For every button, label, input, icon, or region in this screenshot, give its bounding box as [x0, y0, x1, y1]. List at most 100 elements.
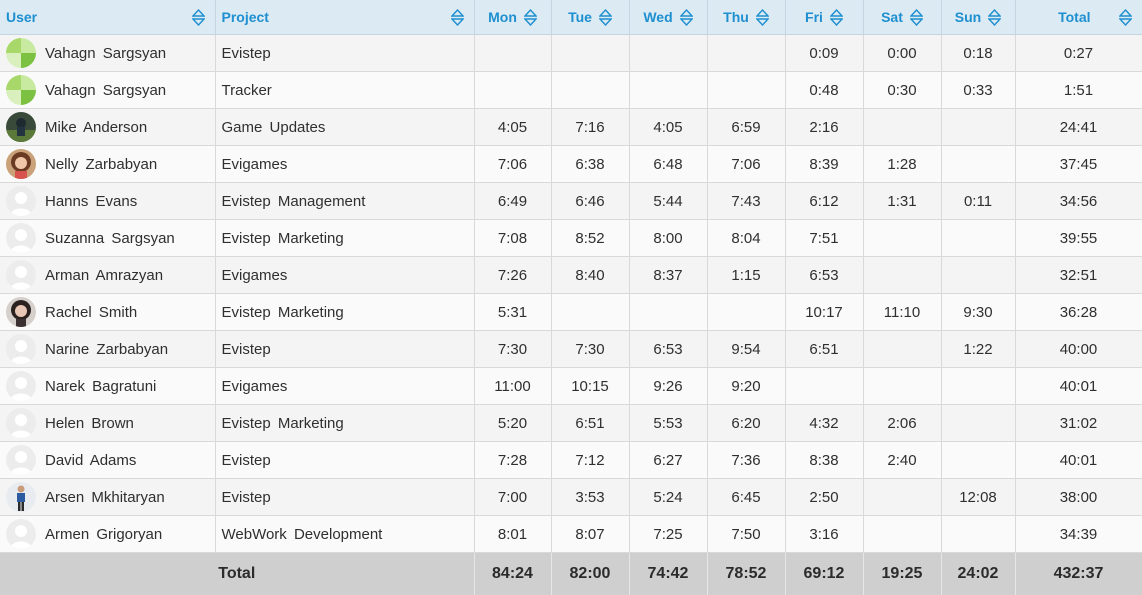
avatar — [6, 408, 36, 438]
user-name: Vahagn Sargsyan — [45, 81, 167, 99]
time-cell-mon: 6:49 — [474, 182, 552, 220]
time-cell-sat — [863, 478, 942, 516]
sort-arrows-icon[interactable] — [909, 8, 924, 26]
time-cell-thu — [707, 34, 786, 72]
project-name: Evistep — [215, 34, 475, 72]
column-header-total[interactable]: Total — [1015, 0, 1142, 35]
sort-arrows-icon[interactable] — [1117, 8, 1133, 26]
table-row[interactable]: Arsen Mkhitaryan Evistep 7:00 3:53 5:24 6:45 2… — [0, 478, 1142, 516]
column-header-project[interactable]: Project — [215, 0, 475, 35]
table-row[interactable]: Vahagn Sargsyan Evistep 0:09 0:00 0:18 0:27 — [0, 34, 1142, 72]
user-name: Armen Grigoryan — [45, 525, 163, 543]
column-header-label: Project — [221, 9, 269, 25]
column-header-sat[interactable]: Sat — [863, 0, 942, 35]
time-cell-mon: 8:01 — [474, 515, 552, 553]
time-cell-sat — [863, 367, 942, 405]
column-header-thu[interactable]: Thu — [707, 0, 786, 35]
table-row[interactable]: Helen Brown Evistep Marketing 5:20 6:51 5:53… — [0, 404, 1142, 442]
table-row[interactable]: Narine Zarbabyan Evistep 7:30 7:30 6:53 9:54 6… — [0, 330, 1142, 368]
time-cell-tue: 6:38 — [551, 145, 630, 183]
table-row[interactable]: Nelly Zarbabyan Evigames 7:06 6:38 6:48 7:06 8… — [0, 145, 1142, 183]
sort-arrows-icon[interactable] — [987, 8, 1002, 26]
column-header-user[interactable]: User — [0, 0, 216, 35]
sort-arrows-icon[interactable] — [755, 8, 770, 26]
table-row[interactable]: Armen Grigoryan WebWork Development 8:01 8:… — [0, 515, 1142, 553]
time-cell-tue — [551, 293, 630, 331]
table-row[interactable]: Narek Bagratuni Evigames 11:00 10:15 9:26 9:2… — [0, 367, 1142, 405]
column-header-sun[interactable]: Sun — [941, 0, 1016, 35]
table-row[interactable]: Vahagn Sargsyan Tracker 0:48 0:30 0:33 1:51 — [0, 71, 1142, 109]
time-cell-sat: 0:00 — [863, 34, 942, 72]
column-header-label: Wed — [643, 9, 673, 25]
column-header-tue[interactable]: Tue — [551, 0, 630, 35]
user-cell: Arman Amrazyan — [0, 256, 216, 294]
time-cell-wed — [629, 293, 708, 331]
avatar — [6, 297, 36, 327]
time-cell-thu: 6:59 — [707, 108, 786, 146]
project-name: Evistep Marketing — [215, 293, 475, 331]
total-sun: 24:02 — [941, 552, 1016, 595]
time-cell-tue: 8:52 — [551, 219, 630, 257]
user-cell: Hanns Evans — [0, 182, 216, 220]
time-cell-sun: 0:18 — [941, 34, 1016, 72]
time-cell-sat — [863, 108, 942, 146]
time-cell-thu: 6:20 — [707, 404, 786, 442]
table-row[interactable]: Mike Anderson Game Updates 4:05 7:16 4:05 6:5… — [0, 108, 1142, 146]
avatar — [6, 260, 36, 290]
user-cell: Armen Grigoryan — [0, 515, 216, 553]
avatar — [6, 482, 36, 512]
sort-arrows-icon[interactable] — [829, 8, 844, 26]
time-cell-tue: 8:40 — [551, 256, 630, 294]
user-cell: Vahagn Sargsyan — [0, 34, 216, 72]
column-header-mon[interactable]: Mon — [474, 0, 552, 35]
row-total: 32:51 — [1015, 256, 1142, 294]
time-cell-mon: 11:00 — [474, 367, 552, 405]
sort-arrows-icon[interactable] — [598, 8, 613, 26]
time-cell-tue: 7:16 — [551, 108, 630, 146]
table-row[interactable]: Hanns Evans Evistep Management 6:49 6:46 5:4… — [0, 182, 1142, 220]
time-cell-fri: 8:39 — [785, 145, 864, 183]
time-cell-mon: 7:26 — [474, 256, 552, 294]
sort-arrows-icon[interactable] — [190, 8, 206, 26]
row-total: 34:39 — [1015, 515, 1142, 553]
user-name: Arman Amrazyan — [45, 266, 164, 284]
time-cell-sat — [863, 219, 942, 257]
time-cell-fri — [785, 367, 864, 405]
user-cell: Suzanna Sargsyan — [0, 219, 216, 257]
user-name: Vahagn Sargsyan — [45, 44, 167, 62]
time-cell-wed — [629, 34, 708, 72]
project-name: Evigames — [215, 145, 475, 183]
time-cell-wed: 8:37 — [629, 256, 708, 294]
time-cell-fri: 6:53 — [785, 256, 864, 294]
time-cell-tue: 3:53 — [551, 478, 630, 516]
time-cell-sat — [863, 330, 942, 368]
table-row[interactable]: David Adams Evistep 7:28 7:12 6:27 7:36 8:38 2:… — [0, 441, 1142, 479]
column-header-wed[interactable]: Wed — [629, 0, 708, 35]
time-cell-sat: 0:30 — [863, 71, 942, 109]
time-cell-fri: 0:48 — [785, 71, 864, 109]
table-row[interactable]: Suzanna Sargsyan Evistep Marketing 7:08 8:5… — [0, 219, 1142, 257]
user-cell: Arsen Mkhitaryan — [0, 478, 216, 516]
time-cell-thu: 7:36 — [707, 441, 786, 479]
time-cell-sat — [863, 515, 942, 553]
sort-arrows-icon[interactable] — [449, 8, 465, 26]
column-header-label: User — [6, 9, 38, 25]
time-cell-fri: 8:38 — [785, 441, 864, 479]
sort-arrows-icon[interactable] — [523, 8, 538, 26]
row-total: 0:27 — [1015, 34, 1142, 72]
sort-arrows-icon[interactable] — [679, 8, 694, 26]
table-row[interactable]: Arman Amrazyan Evigames 7:26 8:40 8:37 1:15 6:… — [0, 256, 1142, 294]
user-cell: Rachel Smith — [0, 293, 216, 331]
column-header-fri[interactable]: Fri — [785, 0, 864, 35]
avatar — [6, 334, 36, 364]
row-total: 31:02 — [1015, 404, 1142, 442]
avatar — [6, 223, 36, 253]
totals-label: Total — [0, 552, 475, 595]
time-cell-sun — [941, 404, 1016, 442]
user-cell: Vahagn Sargsyan — [0, 71, 216, 109]
time-cell-thu: 7:50 — [707, 515, 786, 553]
row-total: 37:45 — [1015, 145, 1142, 183]
table-row[interactable]: Rachel Smith Evistep Marketing 5:31 10:17 11… — [0, 293, 1142, 331]
project-name: Evigames — [215, 256, 475, 294]
